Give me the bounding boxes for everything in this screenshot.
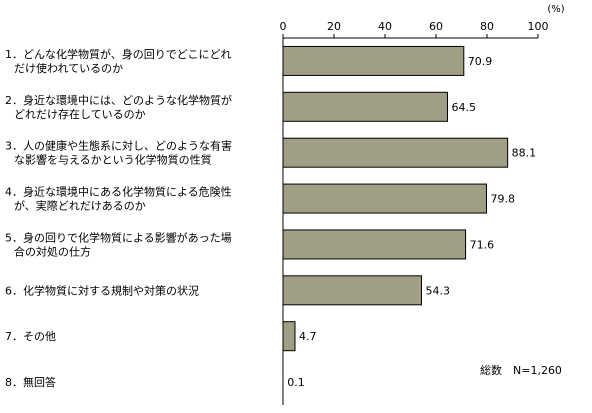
category-label: な影響を与えるかという化学物質の性質 xyxy=(14,153,212,167)
category-label: 2．身近な環境中には、どのような化学物質が xyxy=(5,93,232,107)
bar xyxy=(282,183,487,214)
category-label: だけ使われているのか xyxy=(14,62,123,75)
bar xyxy=(282,45,465,76)
value-labels: 70.9 64.5 88.1 79.8 71.6 54.3 4.7 0.1 xyxy=(287,55,536,389)
bar xyxy=(282,275,422,306)
category-label: 4．身近な環境中にある化学物質による危険性 xyxy=(5,185,232,199)
value-label: 79.8 xyxy=(490,193,515,206)
value-label: 0.1 xyxy=(287,376,305,389)
value-label: 71.6 xyxy=(470,238,495,251)
x-tick-label: 20 xyxy=(327,20,341,33)
value-label: 70.9 xyxy=(468,55,493,68)
x-axis-ticks: 0 20 40 60 80 100 xyxy=(280,20,549,38)
bar xyxy=(282,229,467,260)
category-label: どれだけ存在しているのか xyxy=(14,107,146,121)
category-label: 合の対処の仕方 xyxy=(14,244,91,258)
value-label: 54.3 xyxy=(425,284,450,297)
category-label: 5．身の回りで化学物質による影響があった場 xyxy=(5,230,232,244)
x-tick-label: 0 xyxy=(280,20,287,33)
x-tick-label: 100 xyxy=(528,20,549,33)
bar xyxy=(282,91,448,122)
category-label: 3．人の健康や生態系に対し、どのような有害 xyxy=(5,139,232,153)
unit-label: (%) xyxy=(547,4,564,15)
value-label: 88.1 xyxy=(512,147,537,160)
sample-size-note: 総数 N=1,260 xyxy=(480,363,562,377)
value-label: 64.5 xyxy=(451,101,476,114)
bar xyxy=(282,137,509,168)
x-tick-label: 60 xyxy=(429,20,443,33)
category-label: 1．どんな化学物質が、身の回りでどこにどれ xyxy=(5,47,231,61)
category-label: が、実際どれだけあるのか xyxy=(14,199,146,213)
value-label: 4.7 xyxy=(299,330,317,343)
x-tick-label: 40 xyxy=(378,20,392,33)
bars xyxy=(282,45,509,352)
category-label: 7．その他 xyxy=(5,330,56,343)
x-tick-label: 80 xyxy=(480,20,494,33)
bar xyxy=(282,321,296,352)
category-label: 8．無回答 xyxy=(5,375,56,389)
category-label: 6．化学物質に対する規制や対策の状況 xyxy=(5,283,199,297)
